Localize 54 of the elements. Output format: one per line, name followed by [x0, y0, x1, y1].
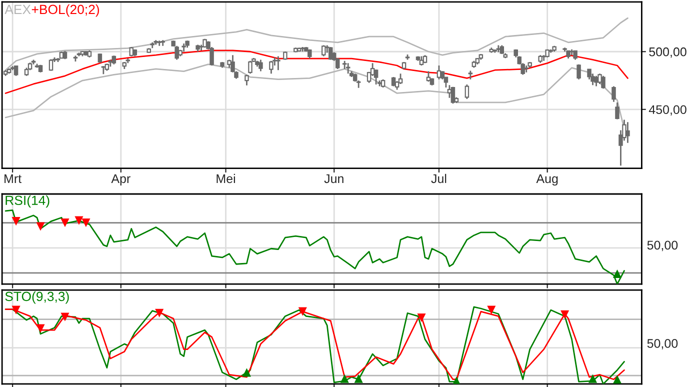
- candlestick: [450, 86, 456, 104]
- x-tick-label: Jun: [324, 174, 344, 184]
- candlestick: [426, 70, 431, 82]
- point: [588, 374, 598, 383]
- candlestick: [576, 64, 581, 80]
- candlestick: [244, 74, 249, 86]
- candlestick: [612, 86, 616, 103]
- candlestick: [590, 72, 595, 86]
- x-tick-label: Mei: [216, 174, 235, 184]
- point: [417, 313, 426, 322]
- x-tick-label: Jul: [431, 174, 446, 184]
- point: [155, 308, 164, 318]
- candlestick: [248, 60, 252, 74]
- candlestick: [328, 46, 333, 60]
- candlestick: [447, 84, 452, 99]
- x-tick-label: Aug: [536, 174, 558, 186]
- point: [60, 218, 70, 228]
- text: 50,00: [647, 240, 678, 252]
- x-tick-label: Apr: [111, 174, 130, 186]
- point: [82, 218, 90, 228]
- x-tick-label: Mrt: [4, 174, 22, 184]
- candlestick: [269, 60, 274, 74]
- candlestick: [276, 56, 280, 71]
- point: [74, 216, 84, 225]
- chart-title: AEX: [4, 4, 31, 14]
- y-tick-label: 450,00: [648, 105, 686, 116]
- candlestick: [258, 59, 263, 72]
- point: [612, 375, 622, 384]
- candlestick: [464, 84, 470, 100]
- chart-subtitle: +BOL(20;2): [32, 4, 100, 17]
- candlestick: [615, 102, 620, 120]
- candlestick: [598, 72, 602, 85]
- candlestick: [419, 56, 424, 66]
- point: [12, 217, 20, 226]
- point: [36, 324, 45, 333]
- point: [298, 307, 307, 316]
- point: [560, 310, 570, 319]
- candlestick: [346, 62, 350, 74]
- point: [242, 368, 252, 377]
- chart-title: STO(9,3,3): [5, 291, 69, 304]
- chart-title: RSI(14): [6, 195, 50, 208]
- y-tick-label: 500,00: [649, 47, 686, 58]
- point: [60, 312, 70, 322]
- candlestick: [601, 75, 606, 90]
- text: 50,00: [647, 339, 678, 350]
- point: [354, 374, 363, 383]
- candlestick: [174, 45, 179, 60]
- point: [340, 374, 349, 383]
- point: [36, 222, 45, 231]
- candlestick: [391, 76, 396, 87]
- point: [487, 306, 496, 314]
- point: [612, 269, 622, 278]
- candlestick: [626, 121, 630, 144]
- point: [12, 306, 20, 314]
